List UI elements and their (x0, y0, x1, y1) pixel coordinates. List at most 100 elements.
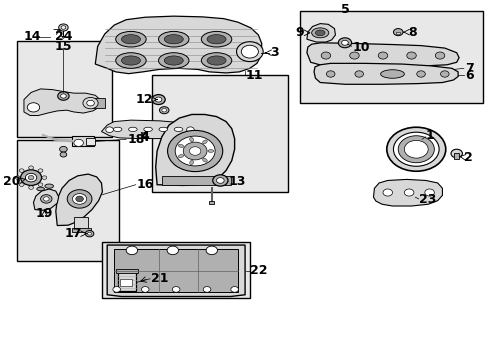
Text: 5: 5 (340, 3, 348, 15)
Ellipse shape (158, 53, 188, 68)
Circle shape (241, 45, 258, 58)
Ellipse shape (164, 35, 183, 44)
Text: 1: 1 (425, 129, 434, 142)
Ellipse shape (202, 158, 207, 162)
Circle shape (38, 183, 43, 186)
Ellipse shape (37, 187, 44, 191)
Circle shape (406, 52, 415, 59)
Bar (93, 98, 104, 108)
Circle shape (152, 95, 165, 104)
Circle shape (349, 52, 359, 59)
Bar (85, 138, 95, 145)
Bar (116, 269, 137, 273)
Ellipse shape (128, 127, 137, 131)
Circle shape (325, 71, 334, 77)
Circle shape (42, 176, 47, 179)
Circle shape (61, 94, 66, 98)
Circle shape (440, 71, 448, 77)
Circle shape (87, 232, 91, 235)
Circle shape (189, 147, 201, 155)
Polygon shape (24, 89, 100, 116)
Text: 20: 20 (3, 175, 20, 188)
Circle shape (59, 24, 68, 31)
Text: 2: 2 (463, 150, 471, 163)
Polygon shape (155, 114, 234, 185)
Bar (114, 249, 238, 292)
Text: 16: 16 (136, 178, 154, 191)
Circle shape (434, 52, 444, 59)
Ellipse shape (201, 53, 231, 68)
Circle shape (74, 139, 83, 147)
Circle shape (321, 52, 330, 59)
Circle shape (172, 287, 180, 292)
Text: 7: 7 (464, 62, 472, 75)
Polygon shape (306, 24, 335, 42)
Ellipse shape (116, 31, 146, 47)
Circle shape (416, 71, 425, 77)
Circle shape (141, 287, 149, 292)
Ellipse shape (201, 31, 231, 47)
Polygon shape (373, 179, 442, 206)
Circle shape (404, 189, 413, 196)
Text: 9: 9 (295, 26, 304, 39)
Text: 18: 18 (127, 133, 144, 146)
Bar (71, 136, 94, 147)
Circle shape (29, 166, 33, 170)
Circle shape (162, 108, 166, 112)
Polygon shape (95, 16, 261, 74)
Bar (17, 41, 112, 137)
Polygon shape (107, 245, 244, 297)
Text: 11: 11 (244, 69, 262, 82)
Text: 17: 17 (65, 227, 82, 240)
Circle shape (60, 152, 67, 157)
Circle shape (230, 287, 238, 292)
Polygon shape (33, 189, 59, 210)
Bar (102, 242, 249, 298)
Bar (395, 32, 399, 34)
Circle shape (341, 40, 347, 45)
Circle shape (41, 195, 52, 203)
Ellipse shape (189, 138, 193, 142)
Circle shape (83, 98, 98, 109)
Bar (162, 176, 230, 185)
Ellipse shape (121, 35, 140, 44)
Circle shape (72, 194, 86, 204)
Polygon shape (306, 43, 458, 67)
Text: 8: 8 (407, 26, 416, 39)
Ellipse shape (143, 127, 152, 131)
Circle shape (67, 190, 92, 208)
Circle shape (43, 197, 49, 201)
Ellipse shape (189, 160, 193, 165)
Circle shape (393, 28, 402, 36)
Circle shape (338, 38, 351, 48)
Circle shape (354, 71, 363, 77)
Circle shape (386, 127, 445, 171)
Circle shape (29, 186, 33, 189)
Circle shape (216, 177, 224, 183)
Circle shape (404, 140, 427, 158)
Polygon shape (102, 120, 196, 139)
Bar (152, 75, 287, 192)
Circle shape (175, 136, 215, 166)
Circle shape (28, 175, 34, 180)
Circle shape (113, 287, 120, 292)
Text: 19: 19 (36, 207, 53, 220)
Ellipse shape (207, 150, 213, 152)
Circle shape (397, 136, 433, 163)
Bar (299, 11, 482, 103)
Circle shape (15, 176, 20, 179)
Circle shape (25, 174, 37, 182)
Circle shape (377, 52, 387, 59)
Circle shape (205, 246, 217, 255)
Circle shape (155, 97, 162, 102)
Polygon shape (313, 63, 457, 84)
Circle shape (183, 142, 206, 160)
Circle shape (60, 147, 67, 152)
Circle shape (236, 42, 263, 62)
Text: 14: 14 (23, 30, 41, 43)
Circle shape (203, 287, 210, 292)
Circle shape (126, 246, 137, 255)
Text: 12: 12 (135, 93, 153, 106)
Circle shape (450, 149, 462, 158)
Text: 6: 6 (464, 69, 472, 82)
